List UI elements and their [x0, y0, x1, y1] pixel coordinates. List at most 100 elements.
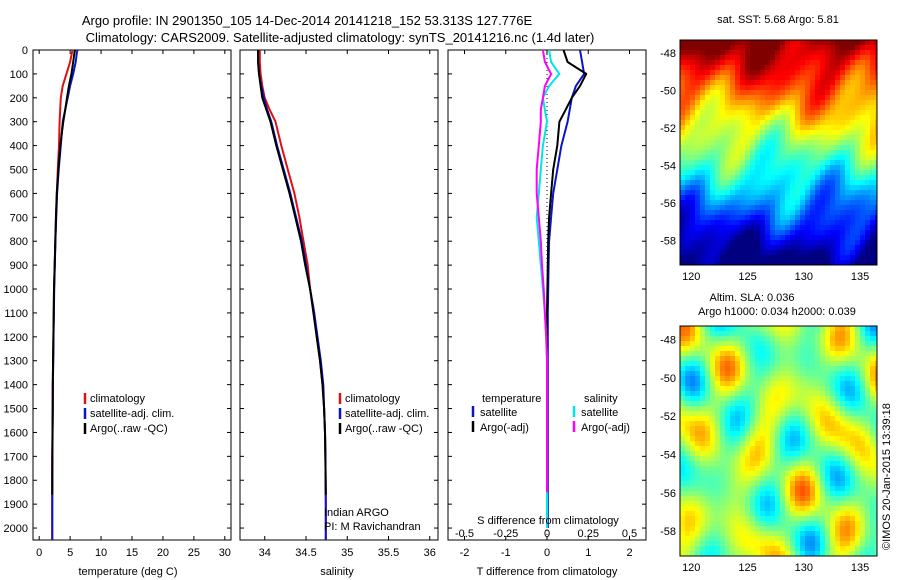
map-cell — [695, 235, 701, 241]
map-cell — [680, 356, 686, 362]
map-cell — [740, 516, 746, 522]
map-cell — [770, 160, 776, 166]
map-cell — [840, 240, 846, 246]
map-cell — [770, 551, 776, 556]
map-cell — [740, 90, 746, 96]
map-cell — [730, 426, 736, 432]
map-cell — [705, 356, 711, 362]
map-cell — [865, 376, 871, 382]
map-cell — [785, 45, 791, 51]
map-cell — [810, 240, 816, 246]
map-cell — [745, 110, 751, 116]
map-cell — [860, 336, 866, 342]
map-cell — [875, 120, 877, 126]
map-cell — [805, 50, 811, 56]
map-cell — [735, 145, 741, 151]
map-cell — [735, 466, 741, 472]
map-cell — [820, 160, 826, 166]
map-cell — [745, 45, 751, 51]
map-cell — [770, 436, 776, 442]
map-cell — [695, 220, 701, 226]
map-cell — [825, 506, 831, 512]
map-cell — [805, 155, 811, 161]
map-cell — [820, 416, 826, 422]
map-cell — [705, 391, 711, 397]
map-cell — [865, 50, 871, 56]
map-cell — [825, 150, 831, 156]
map-cell — [705, 381, 711, 387]
map-cell — [740, 155, 746, 161]
map-cell — [785, 381, 791, 387]
map-cell — [720, 45, 726, 51]
map-cell — [810, 40, 816, 46]
map-cell — [795, 421, 801, 427]
map-cell — [815, 40, 821, 46]
map-cell — [815, 185, 821, 191]
map-cell — [730, 376, 736, 382]
map-cell — [685, 496, 691, 502]
map-cell — [810, 541, 816, 547]
map-cell — [695, 351, 701, 357]
map-cell — [720, 235, 726, 241]
map-cell — [710, 391, 716, 397]
map-cell — [705, 331, 711, 337]
map-cell — [690, 45, 696, 51]
map-cell — [825, 356, 831, 362]
map-cell — [705, 105, 711, 111]
map-cell — [685, 255, 691, 261]
map-cell — [850, 531, 856, 537]
map-cell — [680, 501, 686, 507]
map-cell — [735, 75, 741, 81]
map-cell — [755, 220, 761, 226]
map-cell — [755, 481, 761, 487]
map-cell — [870, 260, 876, 265]
map-cell — [770, 250, 776, 256]
map-cell — [705, 466, 711, 472]
map-cell — [850, 245, 856, 251]
map-cell — [875, 501, 877, 507]
map-cell — [765, 451, 771, 457]
map-cell — [800, 240, 806, 246]
map-cell — [805, 356, 811, 362]
map-cell — [795, 441, 801, 447]
map-cell — [815, 466, 821, 472]
map-cell — [795, 155, 801, 161]
map-cell — [725, 406, 731, 412]
map-cell — [780, 541, 786, 547]
map-cell — [765, 516, 771, 522]
map-cell — [775, 130, 781, 136]
map-y-tick-label: -56 — [660, 198, 676, 210]
map-cell — [685, 336, 691, 342]
map-cell — [800, 386, 806, 392]
map-cell — [760, 446, 766, 452]
map-cell — [830, 40, 836, 46]
map-cell — [770, 145, 776, 151]
map-cell — [705, 501, 711, 507]
map-cell — [785, 220, 791, 226]
map-cell — [875, 225, 877, 231]
map-cell — [700, 451, 706, 457]
map-cell — [830, 516, 836, 522]
map-cell — [800, 75, 806, 81]
map-cell — [770, 100, 776, 106]
map-cell — [685, 416, 691, 422]
map-cell — [690, 336, 696, 342]
map-cell — [695, 506, 701, 512]
map-cell — [855, 125, 861, 131]
map-cell — [805, 456, 811, 462]
map-cell — [825, 441, 831, 447]
map-cell — [725, 551, 731, 556]
map-cell — [815, 486, 821, 492]
map-cell — [815, 205, 821, 211]
map-cell — [870, 536, 876, 542]
map-cell — [855, 45, 861, 51]
map-cell — [745, 361, 751, 367]
map-cell — [730, 516, 736, 522]
map-cell — [730, 135, 736, 141]
map-cell — [705, 371, 711, 377]
map-cell — [775, 326, 781, 332]
map-cell — [855, 175, 861, 181]
map-cell — [785, 451, 791, 457]
map-cell — [745, 205, 751, 211]
map-cell — [715, 100, 721, 106]
